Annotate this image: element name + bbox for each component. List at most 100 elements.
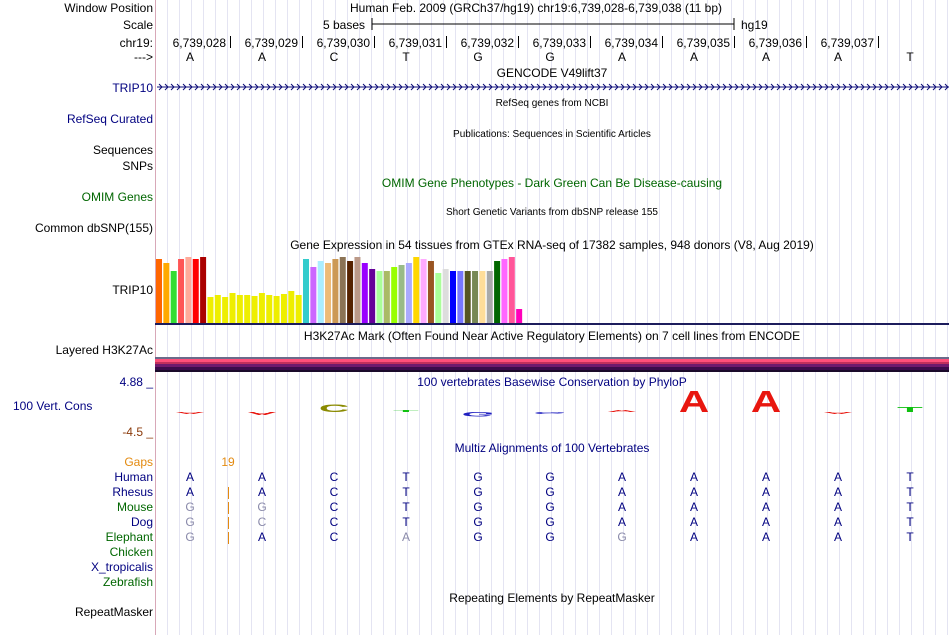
trip10-gene-model[interactable]: [157, 82, 949, 92]
common-dbsnp-label[interactable]: Common dbSNP(155): [34, 221, 153, 235]
strand-arrow: [494, 83, 499, 91]
gtex-bar[interactable]: Nerve - Tibial: [413, 257, 420, 323]
species-label[interactable]: Mouse: [116, 500, 153, 514]
strand-arrow: [518, 83, 523, 91]
strand-arrow: [362, 83, 367, 91]
alignment-base: C: [329, 485, 339, 499]
gtex-bar[interactable]: Brain - ACC: [214, 295, 221, 323]
gtex-bar[interactable]: Colon - Sigmoid: [325, 263, 332, 323]
gtex-bar[interactable]: Kidney - Cortex: [376, 271, 383, 323]
gtex-bar[interactable]: Brain - Amygdala: [207, 297, 214, 323]
refseq-curated-label[interactable]: RefSeq Curated: [66, 112, 153, 126]
omim-genes-label[interactable]: OMIM Genes: [81, 190, 153, 204]
conservation-mark[interactable]: A: [607, 410, 637, 413]
gtex-gene-label[interactable]: TRIP10: [112, 283, 153, 297]
conservation-mark[interactable]: A: [823, 411, 853, 414]
species-label[interactable]: Human: [114, 470, 153, 484]
gtex-bar[interactable]: Ovary: [420, 259, 427, 323]
gtex-bar[interactable]: Cells - Fibroblasts: [317, 261, 324, 323]
repeatmasker-label[interactable]: RepeatMasker: [74, 605, 153, 619]
gtex-bar[interactable]: Artery - Coronary: [185, 257, 192, 323]
gtex-bar[interactable]: Brain - Cortex: [244, 295, 251, 323]
gtex-bar[interactable]: Spleen: [472, 271, 479, 323]
conservation-mark[interactable]: A: [751, 388, 781, 419]
gtex-bar[interactable]: Brain - Spinal cord: [288, 291, 295, 323]
species-label[interactable]: Rhesus: [112, 485, 153, 499]
strand-arrow: [242, 83, 247, 91]
strand-arrow: [416, 83, 421, 91]
strand-arrow: [560, 83, 565, 91]
strand-arrow: [914, 83, 919, 91]
gtex-bar[interactable]: Cells - EBV lymphocytes: [310, 267, 317, 323]
strand-arrow: [824, 83, 829, 91]
gtex-bar[interactable]: Brain - Cerebellar Hemisphere: [229, 293, 236, 323]
gtex-bar[interactable]: Adipose - Visceral: [163, 263, 170, 323]
gtex-bar[interactable]: Heart - Left Ventricle: [369, 269, 376, 323]
layered-h3k27ac-label[interactable]: Layered H3K27Ac: [55, 343, 153, 357]
strand-arrow: [506, 83, 511, 91]
conservation-mark[interactable]: T: [897, 406, 923, 414]
conservation-mark[interactable]: G: [534, 411, 567, 414]
gtex-bar[interactable]: Small Intestine: [464, 271, 471, 323]
species-label[interactable]: X_tropicalis: [90, 560, 153, 574]
gtex-bar[interactable]: Colon - Transverse: [332, 259, 339, 323]
gtex-bar[interactable]: Brain - Substantia nigra: [295, 295, 302, 323]
gtex-bar[interactable]: Adrenal Gland: [170, 271, 177, 323]
alignment-base: C: [329, 515, 339, 529]
gtex-bar[interactable]: Brain - Nucleus accumbens: [273, 296, 280, 323]
gtex-bar[interactable]: Heart - Atrial: [361, 263, 368, 323]
snps-label[interactable]: SNPs: [122, 159, 153, 173]
gtex-bar[interactable]: Brain - Putamen: [280, 294, 287, 323]
gtex-bar[interactable]: Skin - Sun Exposed: [457, 271, 464, 323]
gtex-bar[interactable]: Esophagus - Mucosa: [347, 261, 354, 323]
coordinate-label: 6,739,032: [460, 36, 514, 50]
gtex-bar[interactable]: Bladder: [200, 257, 207, 323]
gaps-value: 19: [221, 455, 235, 469]
alignment-base: A: [689, 500, 699, 514]
conservation-label[interactable]: 100 Vert. Cons: [13, 399, 93, 413]
species-label[interactable]: Zebrafish: [102, 575, 153, 589]
conservation-mark[interactable]: A: [247, 411, 277, 416]
conservation-mark[interactable]: T: [393, 409, 419, 412]
conservation-mark[interactable]: G: [462, 411, 495, 418]
gtex-bar[interactable]: Brain - Hippocampus: [258, 293, 265, 323]
species-label[interactable]: Elephant: [105, 530, 153, 544]
gtex-bar[interactable]: Brain - Frontal Cortex: [251, 296, 258, 323]
conservation-mark[interactable]: C: [319, 402, 349, 415]
gtex-bar[interactable]: Thyroid: [494, 261, 501, 323]
gtex-bar[interactable]: Uterus: [501, 259, 508, 323]
gtex-bar[interactable]: Skin - Not Sun Exposed: [450, 271, 456, 323]
gtex-bar[interactable]: Pancreas: [427, 261, 434, 323]
gtex-bar[interactable]: Esophagus - Muscularis: [354, 257, 361, 323]
gtex-bar[interactable]: Pituitary: [435, 273, 442, 323]
species-label[interactable]: Chicken: [109, 545, 153, 559]
conservation-mark[interactable]: A: [175, 411, 205, 414]
gtex-bar[interactable]: Whole Blood: [516, 309, 523, 323]
gtex-bar[interactable]: Testis: [486, 271, 493, 323]
gtex-bar[interactable]: Liver: [383, 271, 390, 323]
sequences-label[interactable]: Sequences: [92, 143, 153, 157]
gtex-bar[interactable]: Brain - Caudate: [222, 297, 229, 323]
scale-bar: [371, 18, 735, 30]
gtex-bar[interactable]: Brain - Hypothalamus: [266, 295, 273, 323]
trip10-gene-label[interactable]: TRIP10: [112, 81, 153, 95]
gtex-bar[interactable]: Artery - Aorta: [178, 259, 185, 323]
gtex-bar[interactable]: Prostate: [442, 269, 449, 323]
gtex-bar[interactable]: Stomach: [479, 271, 486, 323]
conservation-logo[interactable]: A A C T G GA A A A T: [155, 388, 949, 432]
gtex-bar[interactable]: Lung: [391, 267, 398, 323]
conservation-mark[interactable]: A: [679, 388, 709, 419]
gtex-bar-chart[interactable]: Adipose - SubcutaneousAdipose - Visceral…: [155, 253, 535, 323]
gtex-bar[interactable]: Brain - Cerebellum: [236, 295, 243, 323]
gtex-bar[interactable]: Muscle - Skeletal: [405, 263, 412, 323]
gtex-bar[interactable]: Minor Salivary Gland: [398, 265, 405, 323]
gaps-label[interactable]: Gaps: [124, 455, 153, 469]
strand-arrow: [896, 83, 901, 91]
gtex-bar[interactable]: Esophagus - GE Junction: [339, 257, 346, 323]
gtex-bar[interactable]: Adipose - Subcutaneous: [156, 259, 162, 323]
gtex-bar[interactable]: Breast: [303, 259, 309, 323]
gtex-bar[interactable]: Vagina: [508, 257, 515, 323]
h3k27ac-signal[interactable]: [155, 357, 949, 372]
species-label[interactable]: Dog: [130, 515, 153, 529]
gtex-bar[interactable]: Artery - Tibial: [192, 259, 199, 323]
